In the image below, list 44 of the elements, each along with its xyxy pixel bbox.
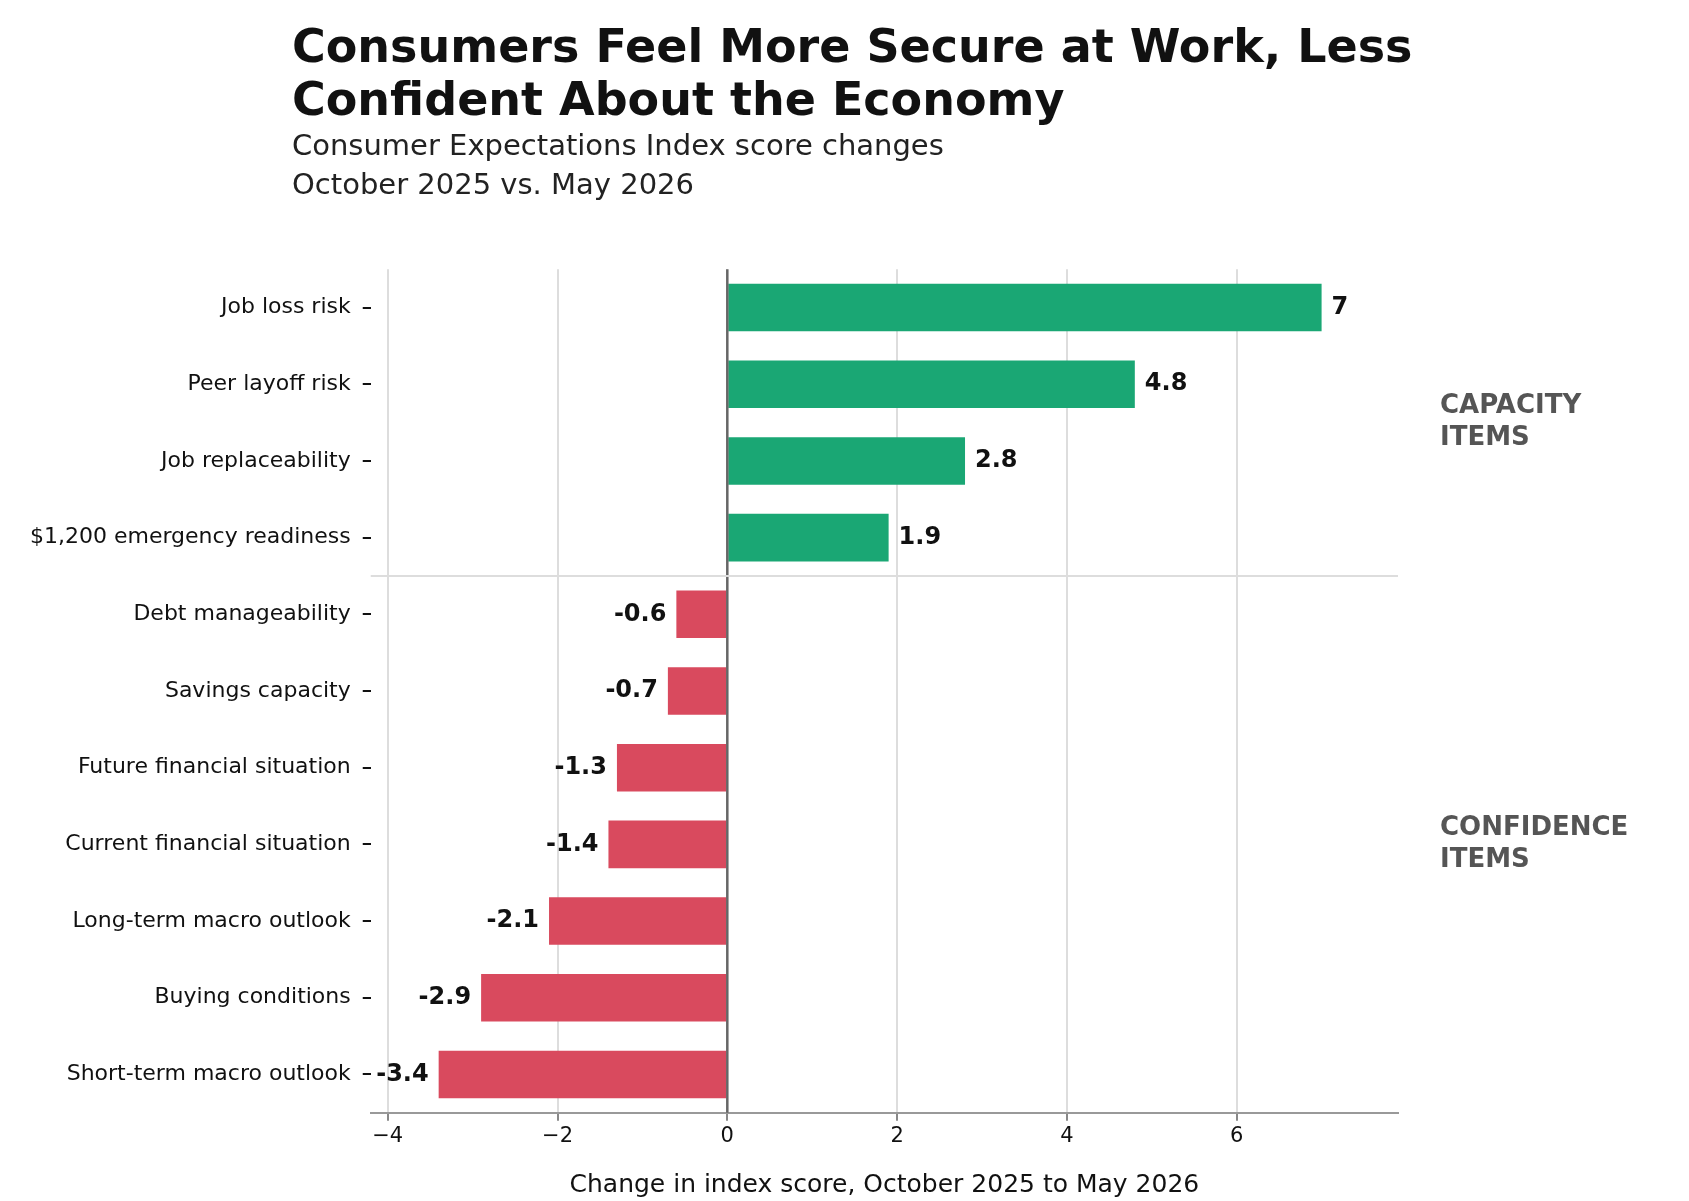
chart-subtitle: Consumer Expectations Index score changes October 2025 vs. May 2026 xyxy=(292,126,945,203)
chart-title: Consumers Feel More Secure at Work, Less Confident About the Economy xyxy=(292,19,1414,126)
y-tick-label: $1,200 emergency readiness xyxy=(29,523,351,549)
data-label: -2.1 xyxy=(486,905,540,934)
data-label: -1.4 xyxy=(545,828,599,857)
y-tick-label: Long-term macro outlook xyxy=(72,906,351,932)
data-label: -0.7 xyxy=(605,675,658,704)
y-tick-label: Buying conditions xyxy=(154,983,351,1009)
x-tick-label: 4 xyxy=(1060,1122,1074,1147)
bar xyxy=(549,897,727,945)
data-label: -2.9 xyxy=(418,982,472,1011)
y-tick-label: Debt manageability xyxy=(133,600,351,626)
bar xyxy=(608,820,727,869)
text: CONFIDENCE ITEMS xyxy=(1440,811,1629,874)
bar xyxy=(481,974,727,1022)
x-tick-label: −2 xyxy=(542,1122,573,1147)
bar xyxy=(728,360,1135,409)
bar xyxy=(728,437,966,485)
data-label: 1.9 xyxy=(898,521,942,550)
bar xyxy=(728,283,1322,332)
bar xyxy=(616,743,727,792)
bar xyxy=(667,667,727,715)
data-label: -0.6 xyxy=(613,598,667,627)
x-tick-label: 2 xyxy=(890,1122,904,1147)
y-tick-label: Peer layoff risk xyxy=(187,370,351,396)
data-label: 4.8 xyxy=(1144,368,1188,397)
x-tick-label: 6 xyxy=(1230,1122,1244,1147)
y-tick-label: Job loss risk xyxy=(218,293,351,319)
x-tick-label: 0 xyxy=(720,1122,734,1147)
x-axis-title: Change in index score, October 2025 to May 2026 xyxy=(569,1168,1200,1198)
y-tick-label: Current financial situation xyxy=(65,830,351,856)
data-label: 7 xyxy=(1331,291,1349,320)
y-tick-label: Job replaceability xyxy=(159,446,351,472)
bar xyxy=(438,1050,727,1099)
y-tick-label: Savings capacity xyxy=(164,676,351,702)
data-label: 2.8 xyxy=(975,445,1018,474)
bar xyxy=(728,513,889,562)
y-tick-label: Short-term macro outlook xyxy=(66,1060,351,1086)
data-label: -1.3 xyxy=(554,751,607,780)
x-tick-label: −4 xyxy=(372,1122,404,1147)
text: CAPACITY ITEMS xyxy=(1440,389,1583,452)
y-tick-label: Future financial situation xyxy=(77,753,351,779)
bar xyxy=(676,590,727,639)
data-label: -3.4 xyxy=(376,1058,429,1087)
